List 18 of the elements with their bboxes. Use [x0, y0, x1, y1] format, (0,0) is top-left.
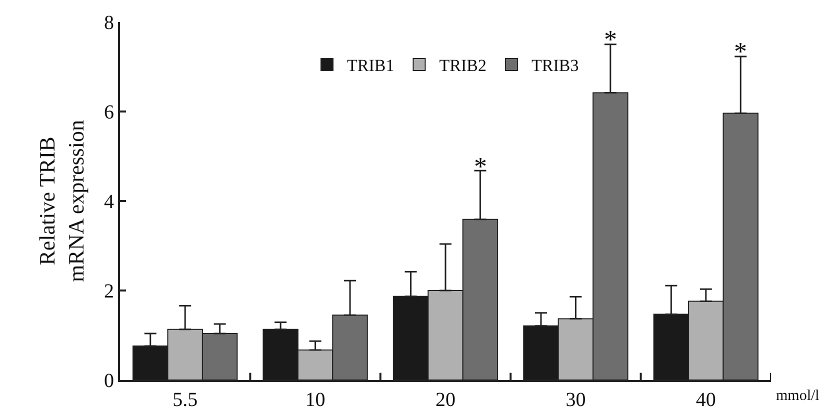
x-tick-label: 5.5 — [172, 389, 198, 411]
y-axis-title: Relative TRIB mRNA expression — [34, 120, 88, 282]
annotation: * — [734, 37, 747, 66]
annotation: * — [604, 25, 617, 54]
y-tick-label: 2 — [104, 280, 114, 302]
annotation: * — [474, 152, 487, 181]
x-tick-label: 30 — [566, 389, 586, 411]
legend-label: TRIB1 — [347, 56, 394, 76]
x-axis-title: mmol/l — [776, 388, 820, 404]
y-tick-label: 8 — [104, 12, 114, 34]
legend-label: TRIB2 — [439, 56, 486, 76]
x-tick-label: 40 — [696, 389, 716, 411]
legend-label: TRIB3 — [531, 56, 579, 76]
y-tick-label: 6 — [104, 102, 114, 124]
x-tick-label: 10 — [305, 389, 326, 411]
y-tick-label: 0 — [104, 370, 114, 392]
y-tick-label: 4 — [104, 191, 114, 213]
x-tick-label: 20 — [436, 389, 456, 411]
